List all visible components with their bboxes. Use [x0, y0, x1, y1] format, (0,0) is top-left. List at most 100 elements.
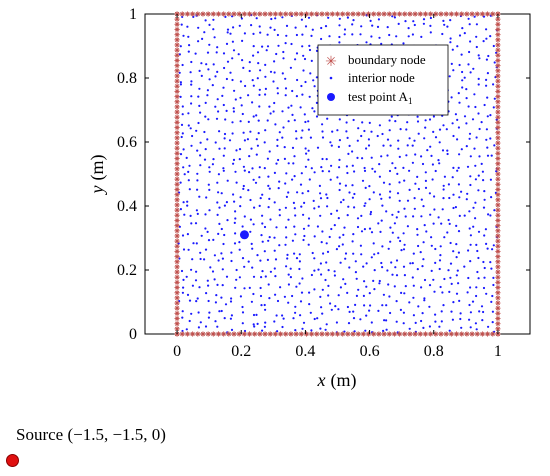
interior-node: [338, 139, 341, 142]
interior-node: [475, 294, 478, 298]
interior-node: [437, 216, 440, 219]
interior-node: [282, 126, 285, 129]
interior-node: [241, 225, 244, 228]
interior-node: [272, 110, 275, 113]
interior-node: [459, 312, 462, 315]
interior-node: [243, 169, 246, 172]
interior-node: [406, 144, 409, 147]
test-point-a1: [239, 230, 249, 240]
interior-node: [342, 198, 345, 201]
interior-node: [407, 35, 410, 38]
interior-node: [232, 107, 235, 110]
boundary-node: [215, 331, 222, 337]
boundary-node: [262, 11, 268, 17]
boundary-node: [407, 11, 413, 17]
interior-node: [457, 92, 460, 95]
interior-node: [204, 227, 207, 230]
interior-node: [465, 122, 468, 125]
boundary-node: [495, 119, 501, 125]
interior-node: [469, 286, 472, 289]
interior-node: [386, 138, 390, 141]
interior-node: [269, 218, 272, 221]
interior-node: [330, 164, 333, 167]
boundary-node: [495, 145, 501, 151]
interior-node: [241, 39, 244, 43]
interior-node: [321, 157, 324, 161]
interior-node: [217, 173, 220, 176]
interior-node: [320, 166, 323, 169]
interior-node: [190, 222, 193, 225]
interior-node: [242, 184, 245, 188]
interior-node: [485, 242, 488, 245]
interior-node: [423, 297, 426, 300]
interior-node: [242, 187, 245, 190]
interior-node: [285, 265, 288, 268]
interior-node: [178, 225, 181, 228]
interior-node: [313, 235, 316, 238]
boundary-node: [174, 52, 180, 58]
boundary-node: [428, 331, 434, 337]
boundary-node: [174, 57, 180, 64]
interior-node: [338, 245, 341, 248]
interior-node: [363, 280, 366, 283]
interior-node: [478, 155, 481, 158]
interior-node: [261, 222, 264, 225]
interior-node: [368, 309, 371, 312]
interior-node: [197, 40, 200, 43]
interior-node: [353, 206, 356, 209]
interior-node: [486, 146, 489, 149]
boundary-node: [495, 253, 501, 260]
interior-node: [182, 286, 185, 289]
interior-node: [300, 136, 303, 139]
interior-node: [393, 285, 396, 288]
interior-node: [329, 302, 332, 305]
boundary-node: [495, 197, 501, 203]
interior-node: [264, 129, 267, 132]
interior-node: [346, 136, 349, 139]
interior-node: [259, 31, 262, 34]
interior-node: [492, 44, 495, 48]
interior-node: [217, 259, 220, 262]
interior-node: [400, 249, 403, 252]
interior-node: [189, 127, 192, 130]
interior-node: [289, 276, 292, 279]
interior-node: [289, 66, 292, 69]
interior-node: [239, 196, 242, 199]
interior-node: [180, 23, 183, 26]
boundary-node: [174, 109, 180, 115]
interior-node: [308, 303, 311, 306]
interior-node: [348, 191, 351, 194]
interior-node: [316, 317, 319, 320]
interior-node: [239, 80, 242, 83]
interior-node: [284, 94, 287, 97]
interior-node: [370, 130, 373, 133]
interior-node: [404, 215, 407, 218]
interior-node: [454, 113, 457, 116]
interior-node: [298, 253, 301, 256]
interior-node: [492, 83, 495, 86]
boundary-node: [277, 11, 284, 17]
interior-node: [391, 162, 394, 165]
interior-node: [330, 308, 333, 311]
interior-node: [177, 242, 180, 245]
interior-node: [443, 277, 446, 281]
interior-node: [217, 191, 220, 194]
interior-node: [458, 299, 461, 302]
interior-node: [293, 175, 296, 178]
interior-node: [232, 162, 235, 165]
interior-node: [221, 257, 224, 260]
interior-node: [359, 244, 362, 247]
boundary-node: [495, 16, 501, 22]
interior-node: [331, 130, 334, 133]
interior-node: [204, 325, 208, 328]
interior-node: [467, 17, 470, 20]
interior-node: [273, 60, 276, 63]
y-tick-label: 0.4: [117, 198, 137, 215]
interior-node: [224, 118, 227, 121]
interior-node: [443, 175, 446, 178]
interior-node: [360, 253, 363, 256]
interior-node: [242, 165, 245, 168]
interior-node: [289, 267, 292, 270]
interior-node: [434, 320, 437, 323]
boundary-node: [396, 331, 403, 337]
